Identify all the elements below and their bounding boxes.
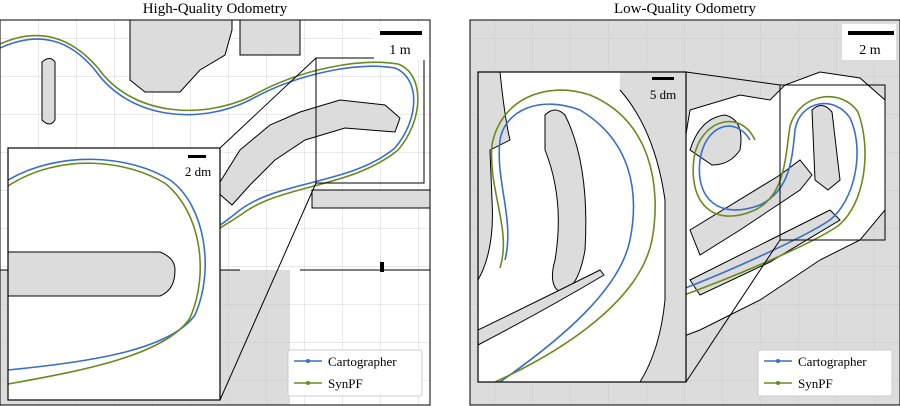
right-inset-scale-label: 5 dm [650,87,676,102]
left-panel-title: High-Quality Odometry [143,1,288,17]
right-inset: 5 dm [477,71,687,383]
left-legend-cartographer: Cartographer [328,354,397,369]
right-legend: Cartographer SynPF [757,349,893,397]
right-legend-cartographer: Cartographer [798,354,867,369]
right-panel-title: Low-Quality Odometry [614,1,757,17]
left-scale-label: 1 m [389,43,411,58]
left-scale-bar: 1 m [374,24,426,60]
right-scale-bar: 2 m [842,24,896,60]
left-inset-scale-label: 2 dm [185,164,211,179]
left-legend-synpf: SynPF [328,376,363,391]
right-legend-synpf: SynPF [798,376,833,391]
right-scale-label: 2 m [859,43,881,58]
left-inset: 2 dm [7,147,221,401]
left-zoom-box [315,57,425,184]
left-legend: Cartographer SynPF [287,349,423,397]
right-zoom-box [779,84,886,241]
